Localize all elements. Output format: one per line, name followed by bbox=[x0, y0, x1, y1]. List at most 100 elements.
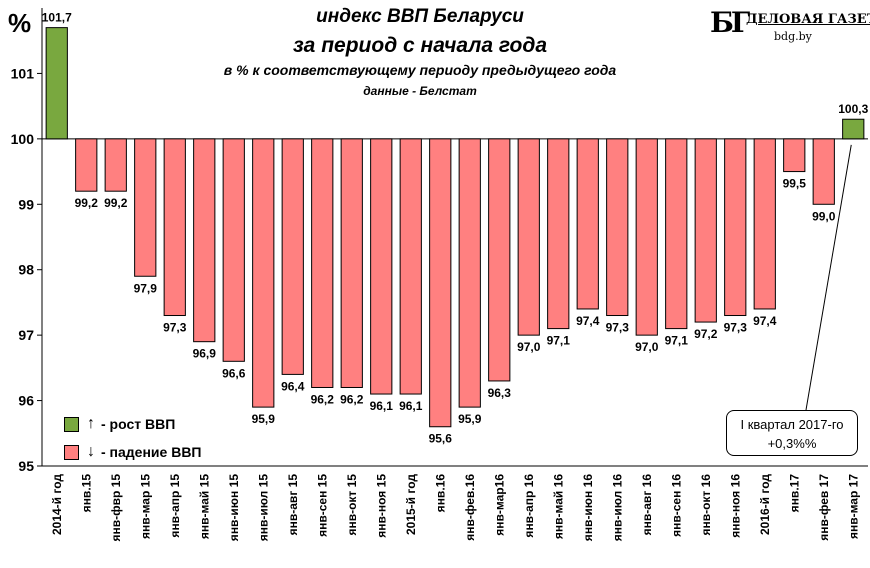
data-label: 95,9 bbox=[458, 412, 482, 426]
x-tick-label: янв-окт 15 bbox=[345, 474, 359, 536]
bar bbox=[163, 138, 186, 317]
annotation-callout: I квартал 2017-го +0,3%% bbox=[726, 410, 858, 456]
data-label: 97,0 bbox=[517, 340, 541, 354]
x-tick-label: янв-авг 15 bbox=[286, 474, 300, 536]
x-tick-label: янв-ноя 15 bbox=[374, 474, 388, 538]
data-label: 97,4 bbox=[576, 314, 600, 328]
legend-swatch-decline bbox=[64, 444, 79, 460]
data-label: 97,3 bbox=[606, 321, 630, 335]
bar bbox=[547, 138, 570, 330]
arrow-up-icon: ↑ bbox=[87, 415, 95, 432]
bar bbox=[75, 138, 98, 192]
x-tick-label: янв-окт 16 bbox=[699, 474, 713, 536]
logo-mark: БГ bbox=[710, 6, 750, 39]
legend-label-decline: - падение ВВП bbox=[101, 444, 202, 460]
bar bbox=[842, 118, 865, 140]
y-tick-label: 95 bbox=[18, 458, 34, 474]
x-tick-label: янв-мар16 bbox=[492, 474, 506, 536]
logo-url: bdg.by bbox=[774, 30, 812, 43]
data-label: 97,0 bbox=[635, 340, 659, 354]
x-tick-label: янв-сен 15 bbox=[315, 474, 329, 537]
y-tick-label: 101 bbox=[11, 65, 35, 81]
legend-item-decline: ↓ - падение ВВП bbox=[64, 438, 202, 466]
chart-title: индекс ВВП Беларуси bbox=[316, 6, 524, 27]
data-label: 101,7 bbox=[42, 11, 72, 25]
bar bbox=[193, 138, 216, 343]
logo-name: ДЕЛОВАЯ ГАЗЕТА bbox=[746, 12, 870, 27]
data-label: 96,3 bbox=[488, 386, 512, 400]
data-label: 96,2 bbox=[311, 392, 335, 406]
bar bbox=[694, 138, 717, 323]
x-tick-label: янв.16 bbox=[433, 474, 447, 513]
data-label: 96,9 bbox=[193, 347, 217, 361]
x-tick-label: янв-июл 15 bbox=[256, 474, 270, 542]
bar bbox=[812, 138, 835, 205]
data-label: 99,2 bbox=[104, 196, 128, 210]
data-label: 96,1 bbox=[370, 399, 394, 413]
data-label: 97,3 bbox=[724, 321, 748, 335]
x-tick-label: 2014-й год bbox=[50, 474, 64, 535]
chart-legend: ↑ - рост ВВП ↓ - падение ВВП bbox=[64, 410, 202, 466]
bar bbox=[45, 27, 68, 140]
x-tick-label: янв-фвр 15 bbox=[109, 474, 123, 542]
x-tick-label: янв-мар 15 bbox=[138, 474, 152, 539]
data-label: 97,1 bbox=[547, 334, 571, 348]
data-label: 100,3 bbox=[838, 102, 868, 116]
data-label: 97,4 bbox=[753, 314, 777, 328]
bar bbox=[370, 138, 393, 395]
x-tick-label: янв-апр 16 bbox=[522, 474, 536, 538]
x-tick-label: янв-апр 15 bbox=[168, 474, 182, 538]
y-axis-unit: % bbox=[8, 8, 32, 38]
data-label: 99,5 bbox=[783, 177, 807, 191]
data-label: 97,3 bbox=[163, 321, 187, 335]
x-tick-label: янв-июн 16 bbox=[581, 474, 595, 542]
bar bbox=[576, 138, 599, 310]
x-tick-label: янв-сен 16 bbox=[669, 474, 683, 537]
bar bbox=[399, 138, 422, 395]
x-tick-label: янв-фев 17 bbox=[817, 474, 831, 541]
data-label: 96,2 bbox=[340, 392, 364, 406]
data-label: 96,1 bbox=[399, 399, 423, 413]
bar bbox=[635, 138, 658, 336]
x-tick-label: янв.17 bbox=[787, 474, 801, 513]
bar bbox=[429, 138, 452, 428]
data-label: 96,6 bbox=[222, 366, 246, 380]
x-tick-label: янв-авг 16 bbox=[640, 474, 654, 536]
bar bbox=[311, 138, 334, 388]
bar bbox=[606, 138, 629, 317]
x-tick-label: янв-май 15 bbox=[197, 474, 211, 539]
bar bbox=[517, 138, 540, 336]
callout-pointer-line bbox=[805, 144, 852, 411]
bar bbox=[222, 138, 245, 362]
data-label: 97,1 bbox=[665, 334, 689, 348]
x-tick-label: янв.15 bbox=[79, 474, 93, 513]
x-tick-label: янв-ноя 16 bbox=[728, 474, 742, 538]
bar bbox=[458, 138, 481, 408]
data-label: 99,0 bbox=[812, 209, 836, 223]
x-tick-label: янв-май 16 bbox=[551, 474, 565, 539]
chart-subtitle: за период с начала года bbox=[292, 34, 548, 57]
bar bbox=[665, 138, 688, 330]
y-tick-label: 97 bbox=[18, 327, 34, 343]
x-tick-label: янв-июн 15 bbox=[227, 474, 241, 542]
callout-line-1: I квартал 2017-го bbox=[740, 417, 844, 432]
x-tick-label: янв-июл 16 bbox=[610, 474, 624, 542]
data-label: 95,9 bbox=[252, 412, 276, 426]
x-tick-label: 2015-й год bbox=[404, 474, 418, 535]
y-tick-label: 100 bbox=[11, 131, 35, 147]
data-label: 95,6 bbox=[429, 432, 453, 446]
bar bbox=[104, 138, 127, 192]
legend-item-growth: ↑ - рост ВВП bbox=[64, 410, 202, 438]
data-label: 97,2 bbox=[694, 327, 718, 341]
bar bbox=[134, 138, 157, 277]
chart-source: данные - Белстат bbox=[363, 84, 477, 98]
x-tick-label: янв-фев.16 bbox=[463, 474, 477, 541]
x-tick-label: 2016-й год bbox=[758, 474, 772, 535]
y-tick-label: 96 bbox=[18, 393, 34, 409]
publisher-logo: БГ ДЕЛОВАЯ ГАЗЕТА bdg.by bbox=[710, 4, 870, 46]
data-label: 97,9 bbox=[134, 281, 158, 295]
data-label: 96,4 bbox=[281, 379, 305, 393]
y-tick-label: 98 bbox=[18, 262, 34, 278]
bar bbox=[783, 138, 806, 173]
